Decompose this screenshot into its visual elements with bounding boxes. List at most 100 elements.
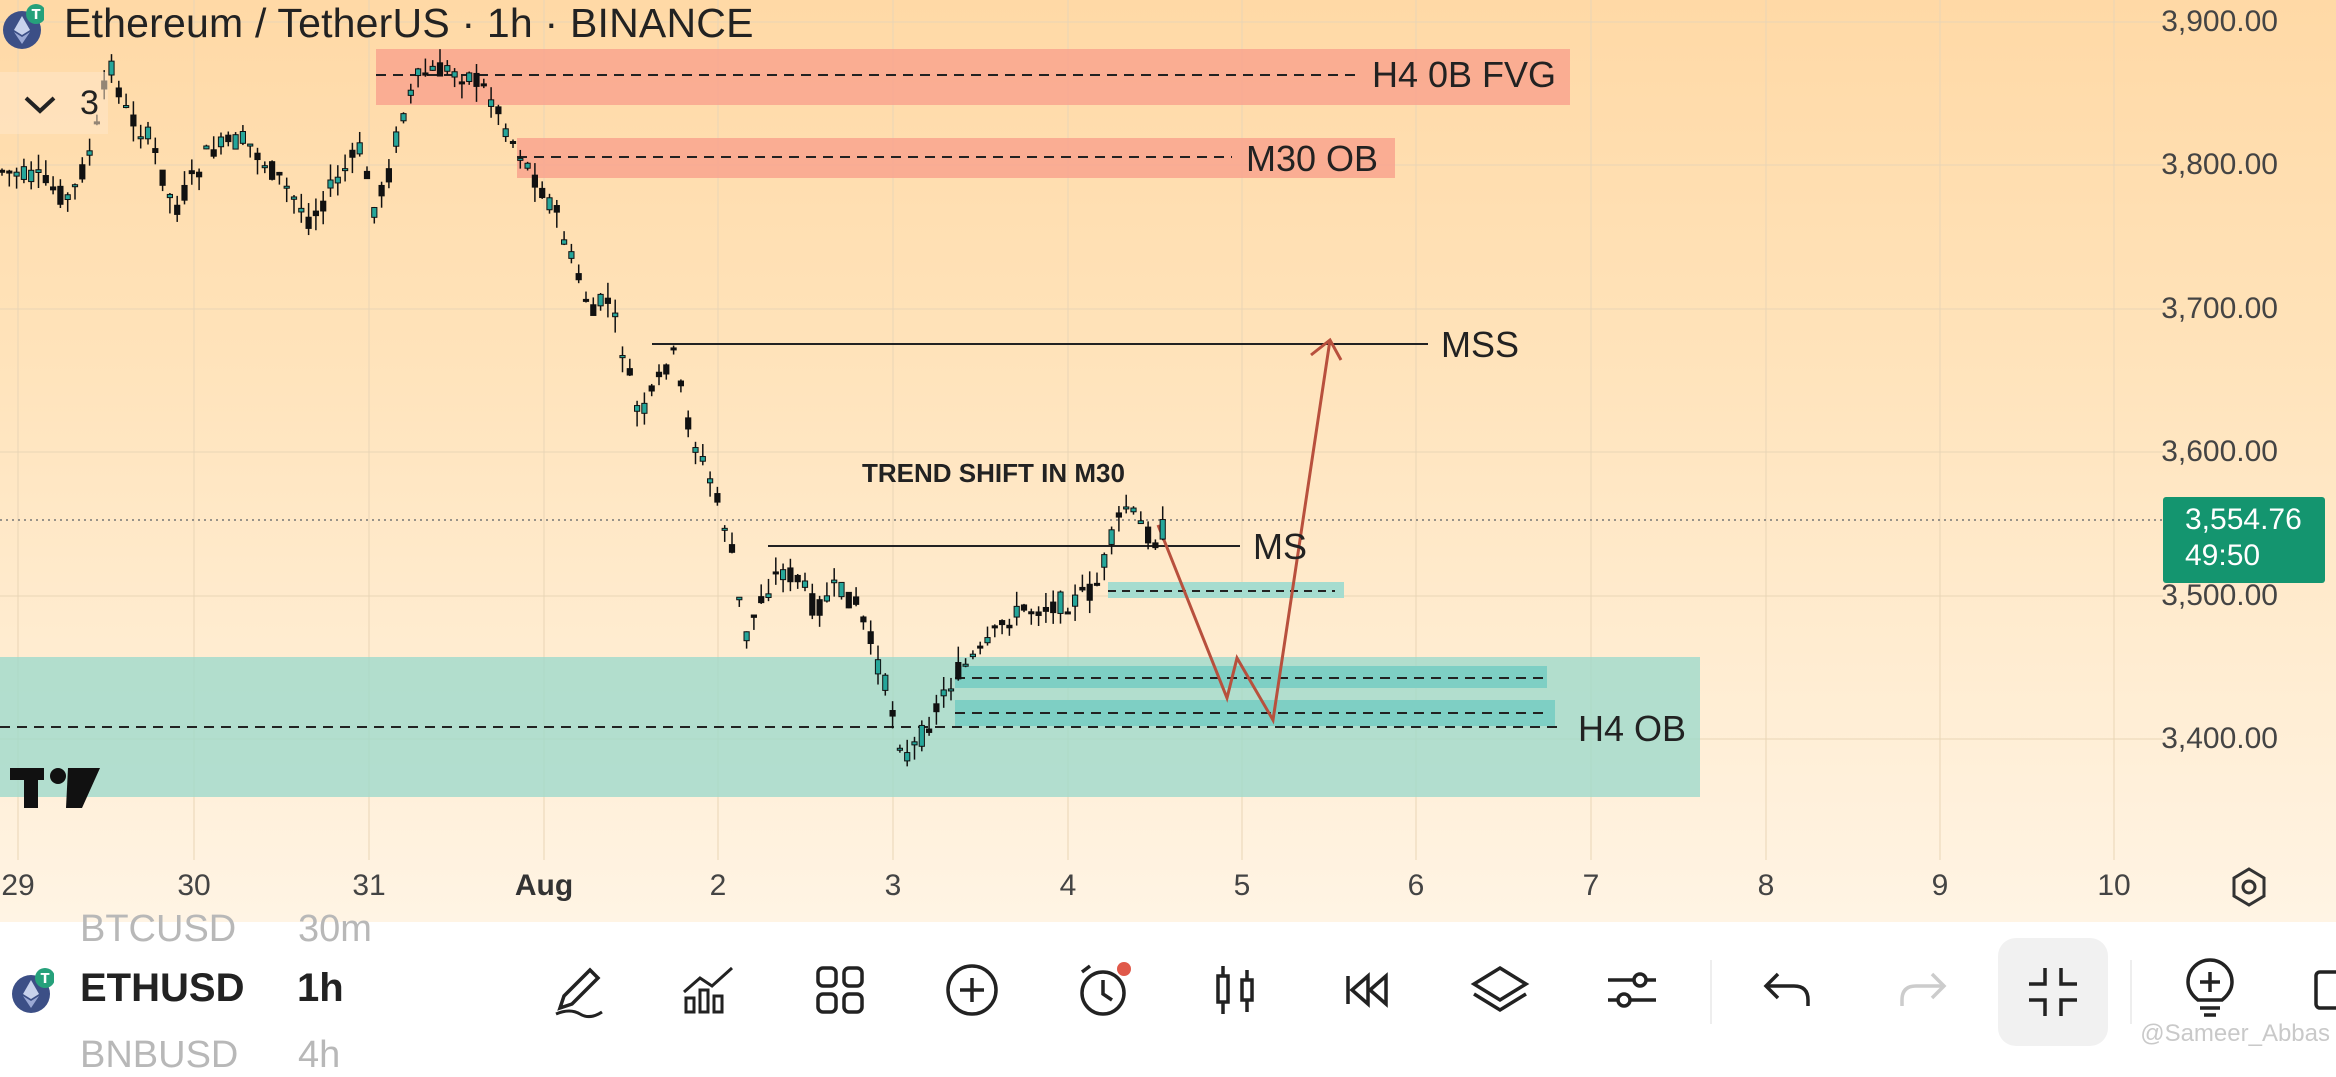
- indicators-collapse-toggle[interactable]: 3: [0, 72, 108, 134]
- symbol-logo-icon: T: [12, 968, 54, 1013]
- alerts-button[interactable]: [1072, 958, 1136, 1022]
- candle-body: [692, 447, 699, 453]
- candle-body: [20, 166, 27, 180]
- date-label-4: 4: [1059, 869, 1077, 902]
- candle-body: [466, 72, 473, 82]
- candle-body: [553, 205, 560, 213]
- label-ms: MS: [1253, 526, 1307, 567]
- candle-body: [1042, 606, 1050, 612]
- candle-body: [79, 164, 86, 180]
- candle-body: [568, 251, 575, 259]
- candle-body: [1020, 604, 1028, 611]
- candle-body: [429, 65, 436, 71]
- indicators-button[interactable]: [676, 958, 740, 1022]
- candle-body: [991, 625, 998, 629]
- redo-button[interactable]: [1890, 958, 1954, 1022]
- candle-body: [736, 596, 743, 601]
- candle-body: [298, 207, 305, 213]
- object-tree-button[interactable]: [1468, 958, 1532, 1022]
- candle-body: [750, 614, 757, 618]
- candle-body: [561, 239, 568, 245]
- watermark: @Sameer_Abbas: [2140, 1020, 2330, 1047]
- redo-icon: [1900, 972, 1947, 1006]
- active-symbol[interactable]: ETHUSD: [80, 966, 245, 1010]
- watchlist-prev-symbol[interactable]: BTCUSD: [80, 908, 237, 950]
- candle-body: [831, 579, 838, 584]
- candle-body: [203, 145, 210, 150]
- candle-body: [590, 304, 597, 316]
- candle-body: [670, 347, 677, 351]
- candle-body: [933, 703, 940, 713]
- candle-body: [188, 170, 195, 175]
- date-label-9: 9: [1931, 869, 1949, 902]
- candle-body: [1050, 601, 1057, 614]
- chart-type-button[interactable]: [1204, 958, 1268, 1022]
- candle-body: [977, 645, 984, 649]
- candle-body: [531, 174, 538, 188]
- candle-body: [524, 162, 531, 169]
- replay-button[interactable]: [1336, 958, 1400, 1022]
- ideas-button[interactable]: [2178, 958, 2242, 1022]
- candle-body: [276, 171, 283, 176]
- label-trend-shift: TREND SHIFT IN M30: [862, 458, 1125, 488]
- candle-body: [940, 689, 947, 697]
- candle-body: [458, 81, 465, 85]
- candle-body: [838, 581, 845, 598]
- candle-body: [217, 136, 225, 148]
- partial-panel-icon[interactable]: [2310, 958, 2336, 1022]
- candle-body: [517, 157, 524, 161]
- rewind-icon: [1346, 972, 1388, 1008]
- candle-body: [35, 169, 42, 174]
- candle-body: [6, 170, 13, 174]
- h4-ob-fvg-zone: [376, 49, 1570, 105]
- date-label-aug: Aug: [514, 869, 574, 902]
- chart-settings-icon[interactable]: [2228, 866, 2270, 908]
- candle-body: [42, 175, 49, 184]
- undo-button[interactable]: [1756, 958, 1820, 1022]
- candle-body: [1072, 594, 1079, 607]
- candle-body: [648, 385, 655, 392]
- chart-settings-button[interactable]: [1600, 958, 1664, 1022]
- price-label-3900: 3,900.00: [2161, 5, 2278, 38]
- date-label-7: 7: [1582, 869, 1600, 902]
- candle-body: [407, 89, 414, 96]
- watchlist-next-symbol[interactable]: BNBUSD: [80, 1034, 239, 1076]
- drawing-layer: [0, 49, 2163, 797]
- candle-body: [962, 663, 969, 667]
- candle-body: [539, 187, 546, 199]
- candle-body: [1093, 582, 1101, 586]
- candle-body: [1130, 507, 1137, 513]
- chart-title: Ethereum / TetherUS · 1h · BINANCE: [64, 0, 754, 46]
- candle-body: [634, 405, 641, 412]
- candle-body: [809, 593, 816, 616]
- svg-text:T: T: [41, 972, 50, 987]
- candle-body: [969, 653, 976, 658]
- active-interval[interactable]: 1h: [297, 966, 344, 1010]
- candle-body: [137, 136, 144, 140]
- candle-body: [889, 710, 896, 717]
- candle-body: [225, 134, 232, 143]
- candle-body: [196, 171, 203, 178]
- candlestick-icon: [1216, 966, 1254, 1014]
- alarm-clock-icon: [1080, 962, 1131, 1016]
- layouts-button[interactable]: [808, 958, 872, 1022]
- drawing-tools-button[interactable]: [546, 958, 610, 1022]
- lightbulb-plus-icon: [2186, 958, 2234, 1017]
- candle-body: [502, 128, 509, 138]
- candle-body: [1064, 611, 1071, 615]
- candle-body: [0, 169, 6, 173]
- candle-body: [166, 193, 174, 199]
- candle-body: [918, 724, 925, 747]
- undo-icon: [1763, 972, 1810, 1006]
- add-button[interactable]: [940, 958, 1004, 1022]
- candle-body: [685, 417, 692, 430]
- candle-body: [1028, 611, 1035, 615]
- fullscreen-exit-button[interactable]: [1998, 938, 2108, 1046]
- candle-body: [247, 143, 254, 147]
- candle-body: [641, 402, 648, 414]
- candle-body: [604, 297, 611, 304]
- candle-body: [261, 165, 268, 169]
- chart-area[interactable]: Ethereum / TetherUS · 1h · BINANCE T 3 H…: [0, 0, 2336, 922]
- plus-circle-icon: [946, 964, 998, 1016]
- m30-ob-zone: [517, 138, 1395, 178]
